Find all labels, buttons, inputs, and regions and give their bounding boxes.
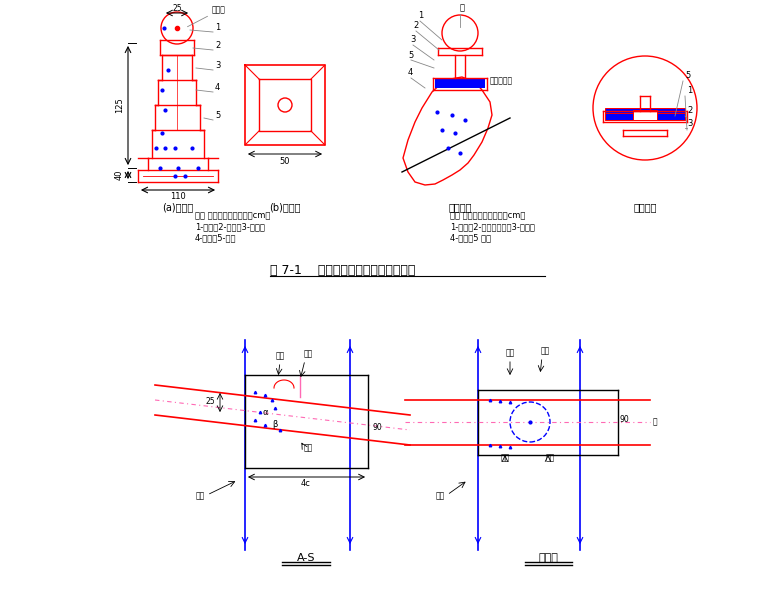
Text: 90: 90: [372, 422, 382, 431]
Text: 图中 混凝土标段（单位：cm）: 图中 混凝土标段（单位：cm）: [195, 211, 271, 220]
Bar: [605, 110, 685, 120]
Text: 3: 3: [687, 119, 692, 128]
Text: (a)立面图: (a)立面图: [163, 202, 194, 212]
Text: 甲大样图: 甲大样图: [633, 202, 657, 212]
Text: 5: 5: [215, 111, 220, 120]
Text: 25: 25: [173, 4, 182, 12]
Text: 图 7-1    洞外测量控制点观测墩结构图: 图 7-1 洞外测量控制点观测墩结构图: [270, 264, 416, 277]
Bar: [435, 79, 485, 83]
Text: 图外 墙壁土标段（单位：cm）: 图外 墙壁土标段（单位：cm）: [450, 211, 525, 220]
Text: 标身: 标身: [500, 453, 510, 462]
Text: 125: 125: [115, 97, 124, 113]
Text: 2: 2: [687, 106, 692, 115]
Text: 25: 25: [205, 397, 215, 406]
Text: 标点: 标点: [303, 349, 312, 358]
Text: β: β: [272, 420, 277, 429]
Text: 4: 4: [408, 68, 413, 77]
Text: 承脚: 承脚: [435, 491, 445, 500]
Text: 4: 4: [215, 83, 220, 92]
Text: 5: 5: [685, 71, 690, 80]
Text: 1: 1: [215, 23, 220, 32]
Text: 1-垫心；2-托盘；3-托身；: 1-垫心；2-托盘；3-托身；: [195, 222, 265, 231]
Text: 2: 2: [215, 41, 220, 50]
Text: 50: 50: [280, 156, 290, 165]
Text: 5: 5: [408, 51, 413, 60]
Text: 40: 40: [115, 170, 124, 180]
Text: 轴: 轴: [653, 418, 657, 427]
Text: 二期混凝土: 二期混凝土: [490, 76, 513, 85]
Text: 牛: 牛: [460, 3, 464, 12]
Text: 1: 1: [687, 86, 692, 95]
Text: 2: 2: [413, 21, 418, 30]
Text: 4-角筋；5-底盘: 4-角筋；5-底盘: [195, 233, 236, 242]
Text: 标盘: 标盘: [546, 453, 555, 462]
Text: 3: 3: [410, 35, 416, 44]
Text: (b)平面图: (b)平面图: [269, 202, 301, 212]
Text: 承脚: 承脚: [195, 491, 204, 500]
Text: 3: 3: [215, 61, 220, 70]
Text: 水位: 水位: [275, 351, 285, 360]
Text: 110: 110: [170, 192, 186, 201]
Text: 帮打: 帮打: [540, 346, 549, 355]
Text: 1: 1: [418, 11, 423, 20]
Text: 标身: 标身: [303, 443, 312, 452]
Text: 见详图: 见详图: [212, 5, 226, 14]
Text: A-S: A-S: [296, 553, 315, 563]
Text: 剖面示图: 剖面示图: [448, 202, 472, 212]
Text: 1-垫盘；2-世测大孔环；3-一号；: 1-垫盘；2-世测大孔环；3-一号；: [450, 222, 535, 231]
Bar: [605, 108, 685, 113]
Text: 插端: 插端: [505, 348, 515, 357]
Text: α: α: [262, 408, 268, 417]
Bar: [633, 110, 657, 120]
Bar: [435, 81, 485, 88]
Text: 4-钢筋；5 脚桩: 4-钢筋；5 脚桩: [450, 233, 491, 242]
Text: 90: 90: [620, 415, 630, 424]
Text: 4c: 4c: [301, 480, 311, 488]
Text: 中匝图: 中匝图: [538, 553, 558, 563]
